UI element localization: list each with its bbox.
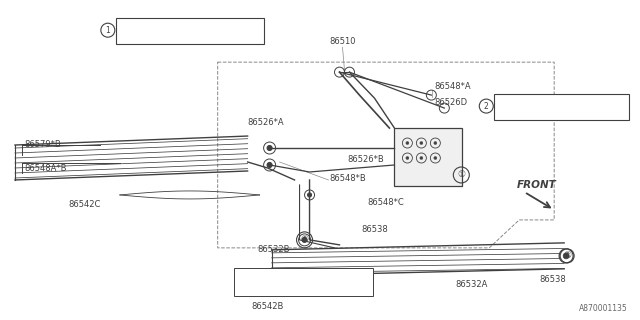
Text: ①: ① xyxy=(457,171,465,180)
Text: 86579*B: 86579*B xyxy=(24,140,61,149)
Text: 86526*B: 86526*B xyxy=(348,155,384,164)
Text: 86548*B: 86548*B xyxy=(330,174,366,183)
Circle shape xyxy=(420,156,423,159)
Bar xyxy=(494,94,629,120)
Text: M250062（ -0810）: M250062（ -0810） xyxy=(119,21,191,30)
Circle shape xyxy=(559,249,573,263)
Text: 86542C: 86542C xyxy=(68,200,100,209)
Text: 86548*A: 86548*A xyxy=(435,82,471,91)
Circle shape xyxy=(302,237,307,242)
Circle shape xyxy=(563,253,569,259)
Text: ②: ② xyxy=(301,236,308,244)
Circle shape xyxy=(267,163,272,167)
Circle shape xyxy=(434,156,437,159)
Text: 0227S  （ -1307）: 0227S （ -1307） xyxy=(497,97,563,106)
Bar xyxy=(394,128,462,186)
Text: 86526*A: 86526*A xyxy=(248,118,284,127)
Bar xyxy=(116,18,264,44)
Text: 86548A*B: 86548A*B xyxy=(24,164,67,173)
Text: 2: 2 xyxy=(484,101,489,111)
Text: 86548*C: 86548*C xyxy=(367,198,404,207)
Circle shape xyxy=(267,146,272,150)
Text: 86579*A: 86579*A xyxy=(237,272,275,281)
Circle shape xyxy=(308,193,312,197)
Text: 86526D: 86526D xyxy=(435,98,467,107)
Text: 86538: 86538 xyxy=(362,225,388,234)
Text: 86548A*A: 86548A*A xyxy=(236,284,278,293)
Text: N600018（1307- ）: N600018（1307- ） xyxy=(497,108,568,117)
Bar xyxy=(234,268,374,296)
Text: FRONT: FRONT xyxy=(517,180,557,190)
Text: 86532A: 86532A xyxy=(455,280,488,289)
Circle shape xyxy=(406,141,409,145)
Circle shape xyxy=(406,156,409,159)
Text: 86532B: 86532B xyxy=(258,245,290,254)
Text: 86538: 86538 xyxy=(539,275,566,284)
Text: 1: 1 xyxy=(106,26,110,35)
Text: ②: ② xyxy=(563,251,572,260)
Text: 86510: 86510 xyxy=(330,37,356,46)
Text: 86542B: 86542B xyxy=(252,302,284,311)
Circle shape xyxy=(420,141,423,145)
Text: A870001135: A870001135 xyxy=(579,304,628,313)
Circle shape xyxy=(434,141,437,145)
Text: M900013（0810- ）: M900013（0810- ） xyxy=(119,32,191,41)
